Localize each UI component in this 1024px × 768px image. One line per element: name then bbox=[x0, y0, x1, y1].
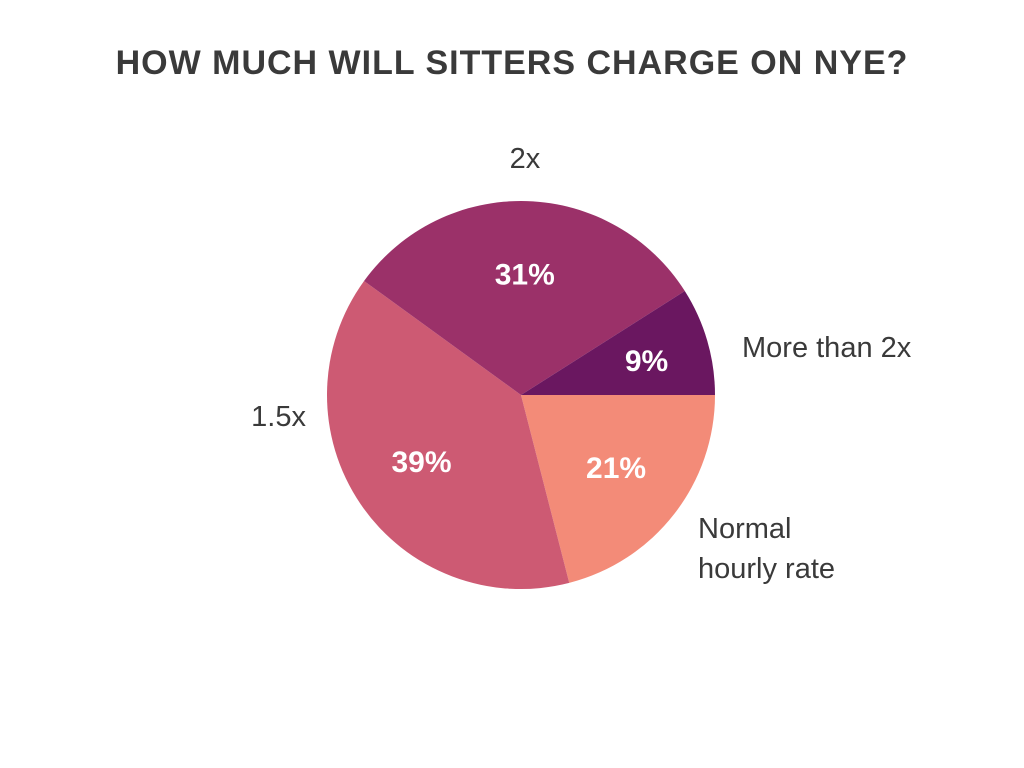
pie-slices bbox=[326, 200, 715, 590]
pie-slice bbox=[364, 200, 685, 395]
value-labels: 21% 39% 31% 9% bbox=[391, 258, 668, 485]
category-labels: Normal hourly rate 1.5x 2x More than 2x bbox=[251, 143, 912, 585]
slice-category-label: More than 2x bbox=[742, 332, 912, 364]
slice-category-label: 2x bbox=[510, 143, 541, 175]
slice-category-label-line: 2x bbox=[510, 143, 541, 175]
slice-category-label-line: 1.5x bbox=[251, 401, 306, 433]
pie-slice bbox=[521, 395, 715, 583]
pie-slice bbox=[521, 291, 715, 395]
slice-category-label-line: Normal bbox=[698, 513, 791, 545]
chart-title: HOW MUCH WILL SITTERS CHARGE ON NYE? bbox=[115, 44, 909, 82]
slice-category-label: Normal hourly rate bbox=[698, 513, 835, 585]
slice-value-label: 31% bbox=[495, 258, 555, 291]
pie-slice bbox=[326, 280, 570, 590]
slice-value-label: 21% bbox=[586, 452, 646, 485]
slice-category-label-line: More than 2x bbox=[742, 332, 912, 364]
slice-value-label: 9% bbox=[625, 345, 668, 378]
slice-category-label-line: hourly rate bbox=[698, 553, 835, 585]
slice-value-label: 39% bbox=[391, 446, 451, 479]
slice-category-label: 1.5x bbox=[251, 401, 306, 433]
